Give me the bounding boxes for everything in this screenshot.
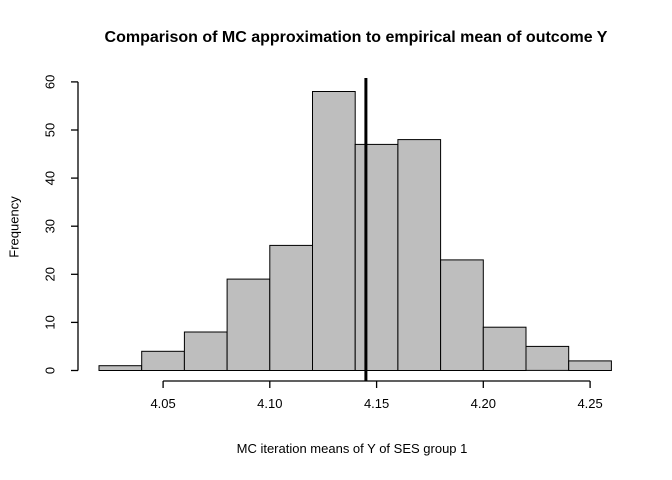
histogram-bar xyxy=(397,139,442,371)
x-tick-label: 4.05 xyxy=(150,396,175,411)
y-tick-label: 30 xyxy=(43,219,58,233)
histogram-bar xyxy=(312,91,356,371)
histogram-bar xyxy=(269,244,313,371)
chart-title: Comparison of MC approximation to empiri… xyxy=(104,29,608,46)
y-tick-label: 20 xyxy=(43,267,58,281)
histogram-bar xyxy=(226,278,271,372)
histogram-bar xyxy=(354,143,399,371)
x-tick-label: 4.20 xyxy=(471,396,496,411)
histogram-bar xyxy=(568,360,612,371)
y-tick-label: 60 xyxy=(43,75,58,89)
y-tick-label: 0 xyxy=(43,367,58,374)
histogram-bar xyxy=(183,331,228,371)
y-axis-title-text: Frequency xyxy=(6,196,22,258)
histogram-bar xyxy=(141,350,185,371)
histogram-bar xyxy=(525,345,570,371)
x-tick-label: 4.15 xyxy=(364,396,389,411)
y-tick-label: 40 xyxy=(43,171,58,185)
x-axis-title: MC iteration means of Y of SES group 1 xyxy=(236,441,468,456)
histogram-bar xyxy=(98,365,143,372)
x-tick-label: 4.25 xyxy=(577,396,602,411)
y-tick-label: 50 xyxy=(43,123,58,137)
x-tick-label: 4.10 xyxy=(257,396,282,411)
histogram-bar xyxy=(482,326,527,372)
y-tick-label: 10 xyxy=(43,315,58,329)
histogram-bar xyxy=(440,259,484,371)
